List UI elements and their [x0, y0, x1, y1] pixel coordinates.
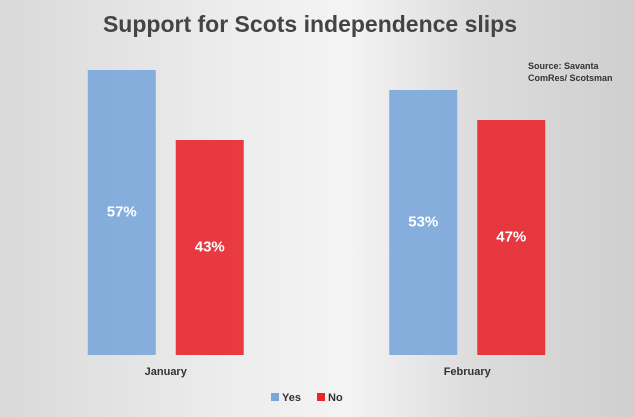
- legend-label: No: [328, 392, 343, 404]
- legend-swatch: [317, 393, 325, 401]
- legend-label: Yes: [282, 392, 301, 404]
- chart-title: Support for Scots independence slips: [103, 11, 517, 37]
- legend-swatch: [271, 393, 279, 401]
- value-label: 57%: [107, 203, 137, 220]
- source-note: Source: Savanta ComRes/ Scotsman: [528, 61, 613, 83]
- bar: [175, 140, 244, 355]
- bar: [389, 90, 458, 355]
- x-tick-label: January: [145, 366, 188, 378]
- value-label: 53%: [408, 213, 438, 230]
- value-label: 43%: [195, 238, 225, 255]
- bar: [87, 70, 156, 355]
- x-tick-label: February: [444, 366, 492, 378]
- value-label: 47%: [496, 228, 526, 245]
- bar: [477, 120, 546, 355]
